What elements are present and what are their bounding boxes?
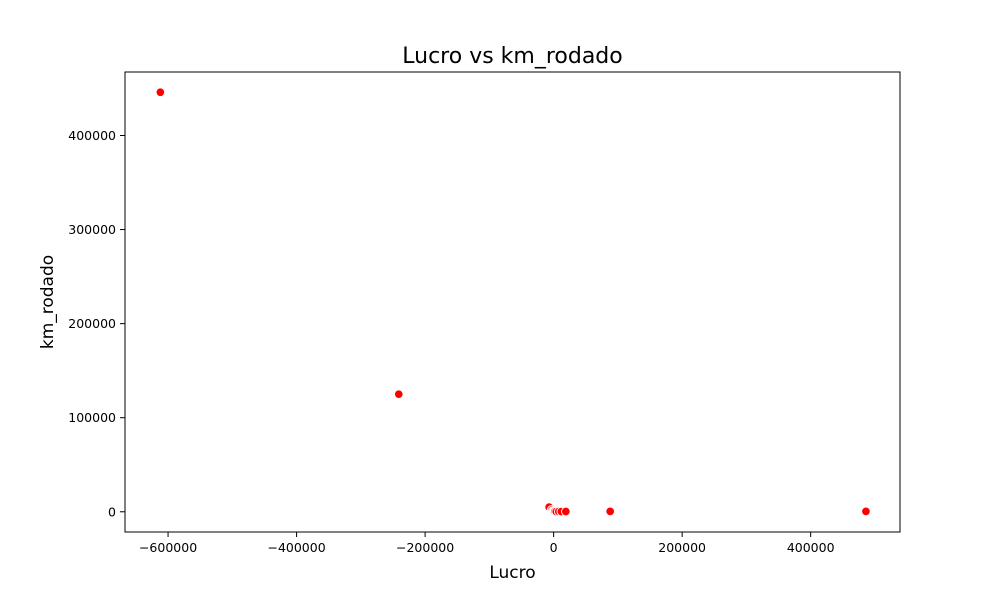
x-tick-label: −400000 bbox=[267, 540, 325, 555]
y-tick-label: 0 bbox=[108, 504, 116, 519]
x-tick-label: −600000 bbox=[139, 540, 197, 555]
data-point bbox=[605, 506, 615, 517]
y-tick-label: 400000 bbox=[68, 128, 116, 143]
x-tick-label: 400000 bbox=[787, 540, 835, 555]
y-tick-label: 100000 bbox=[68, 410, 116, 425]
data-point bbox=[155, 87, 166, 97]
y-tick-label: 300000 bbox=[68, 222, 116, 237]
chart-title: Lucro vs km_rodado bbox=[402, 44, 622, 69]
data-points bbox=[155, 87, 871, 517]
x-tick-label: −200000 bbox=[396, 540, 454, 555]
y-tick-label: 200000 bbox=[68, 316, 116, 331]
x-axis: −600000 −400000 −200000 0 200000 400000 bbox=[139, 532, 835, 555]
data-point bbox=[561, 506, 571, 517]
y-axis: 0 100000 200000 300000 400000 bbox=[68, 128, 125, 519]
x-axis-label: Lucro bbox=[489, 563, 535, 583]
x-tick-label: 0 bbox=[550, 540, 558, 555]
plot-area bbox=[124, 71, 901, 533]
data-point bbox=[394, 389, 404, 399]
y-axis-label: km_rodado bbox=[38, 255, 58, 349]
x-tick-label: 200000 bbox=[658, 540, 706, 555]
data-point bbox=[861, 506, 871, 517]
